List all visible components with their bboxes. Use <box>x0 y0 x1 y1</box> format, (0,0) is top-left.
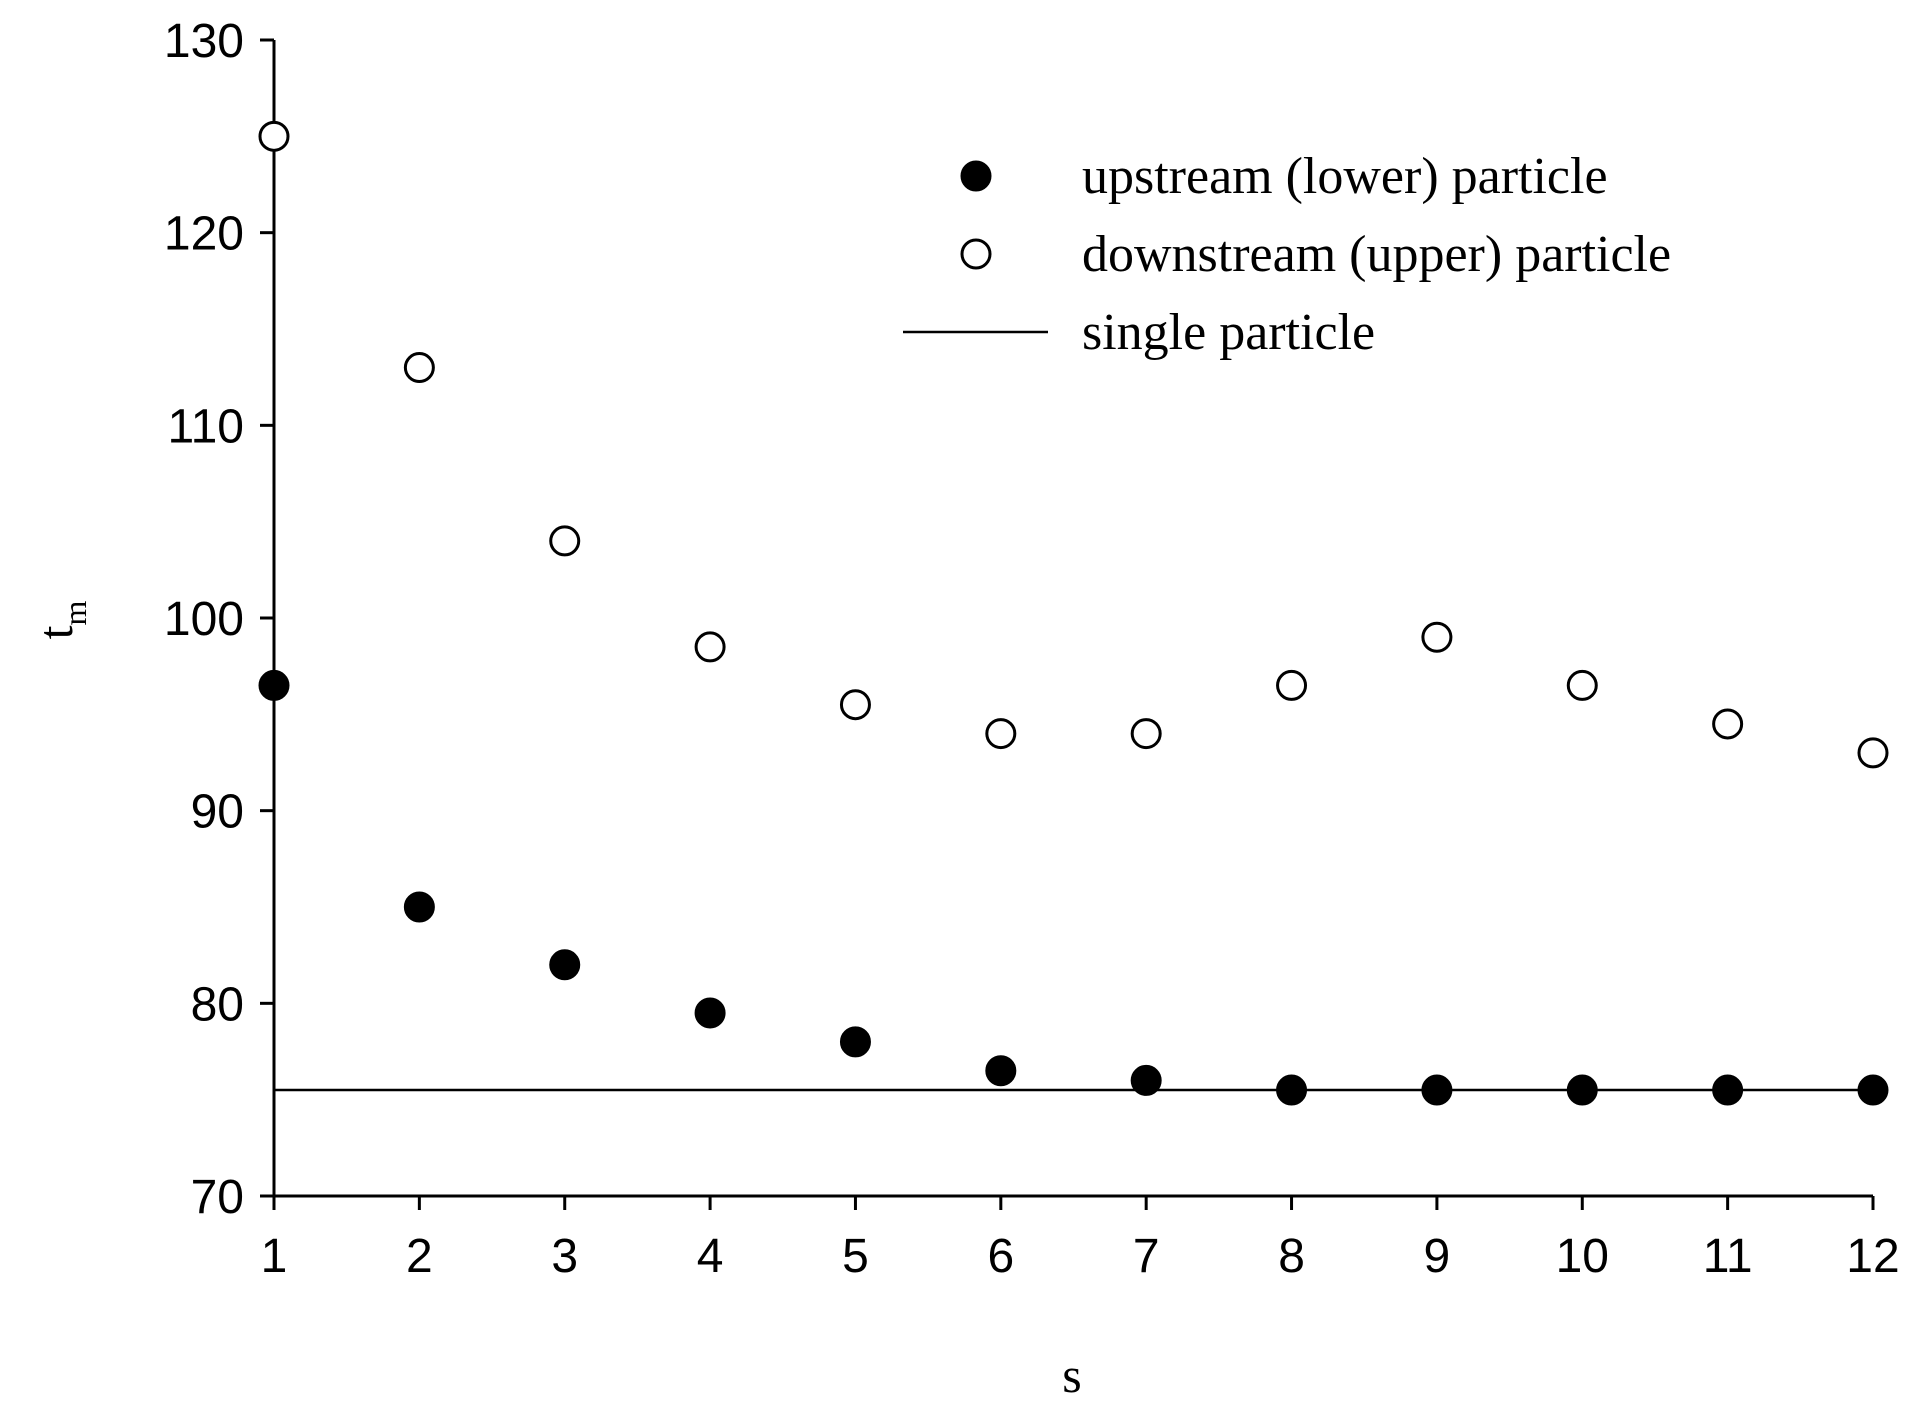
x-tick-label: 1 <box>261 1230 288 1283</box>
series-group <box>258 120 1889 1106</box>
x-tick-label: 9 <box>1424 1230 1451 1283</box>
downstream-point <box>1421 621 1453 653</box>
downstream-point <box>1712 708 1744 740</box>
downstream-point <box>1130 718 1162 750</box>
x-tick-label: 6 <box>987 1230 1014 1283</box>
x-tick-label: 3 <box>551 1230 578 1283</box>
x-tick-label: 10 <box>1556 1230 1609 1283</box>
x-tick-label: 12 <box>1846 1230 1899 1283</box>
y-axis-title: tm <box>27 600 93 639</box>
y-ticks: 70 80 90 100 110 120 130 <box>164 15 274 1224</box>
y-tick-label: 120 <box>164 208 244 261</box>
downstream-point <box>403 352 435 384</box>
upstream-point <box>258 669 290 701</box>
x-tick-label: 8 <box>1278 1230 1305 1283</box>
y-axis-title-subscript: m <box>57 600 93 625</box>
legend-label: upstream (lower) particle <box>1082 148 1608 205</box>
upstream-point <box>403 891 435 923</box>
y-tick-label: 100 <box>164 593 244 646</box>
legend-label: single particle <box>1082 304 1375 361</box>
upstream-point <box>1421 1074 1453 1106</box>
x-ticks: 1 2 3 4 5 6 7 8 9 10 11 12 <box>261 1196 1900 1283</box>
y-tick-label: 70 <box>191 1171 244 1224</box>
y-tick-label: 110 <box>167 400 244 453</box>
upstream-point <box>1712 1074 1744 1106</box>
x-tick-label: 11 <box>1703 1230 1753 1283</box>
upstream-point <box>694 997 726 1029</box>
axes <box>272 40 1873 1198</box>
y-tick-label: 80 <box>191 978 244 1031</box>
downstream-point <box>549 525 581 557</box>
downstream-point <box>985 718 1017 750</box>
legend-label: downstream (upper) particle <box>1082 226 1671 283</box>
downstream-point <box>1276 669 1308 701</box>
x-axis-title: s <box>1062 1347 1081 1403</box>
downstream-point <box>258 120 290 152</box>
x-tick-label: 7 <box>1133 1230 1160 1283</box>
downstream-point <box>839 689 871 721</box>
downstream-point <box>1857 737 1889 769</box>
y-axis-title-main: t <box>27 625 83 639</box>
upstream-point <box>1857 1074 1889 1106</box>
legend: upstream (lower) particle downstream (upp… <box>903 148 1671 361</box>
x-tick-label: 4 <box>697 1230 724 1283</box>
upstream-point <box>1566 1074 1598 1106</box>
downstream-point <box>694 631 726 663</box>
upstream-point <box>1130 1064 1162 1096</box>
y-tick-label: 130 <box>164 15 244 68</box>
x-tick-label: 2 <box>406 1230 433 1283</box>
legend-open-marker <box>960 238 992 270</box>
upstream-point <box>549 949 581 981</box>
legend-filled-marker <box>960 160 992 192</box>
upstream-point <box>1276 1074 1308 1106</box>
upstream-point <box>985 1055 1017 1087</box>
y-tick-label: 90 <box>191 786 244 839</box>
downstream-point <box>1566 669 1598 701</box>
x-tick-label: 5 <box>842 1230 869 1283</box>
upstream-point <box>839 1026 871 1058</box>
